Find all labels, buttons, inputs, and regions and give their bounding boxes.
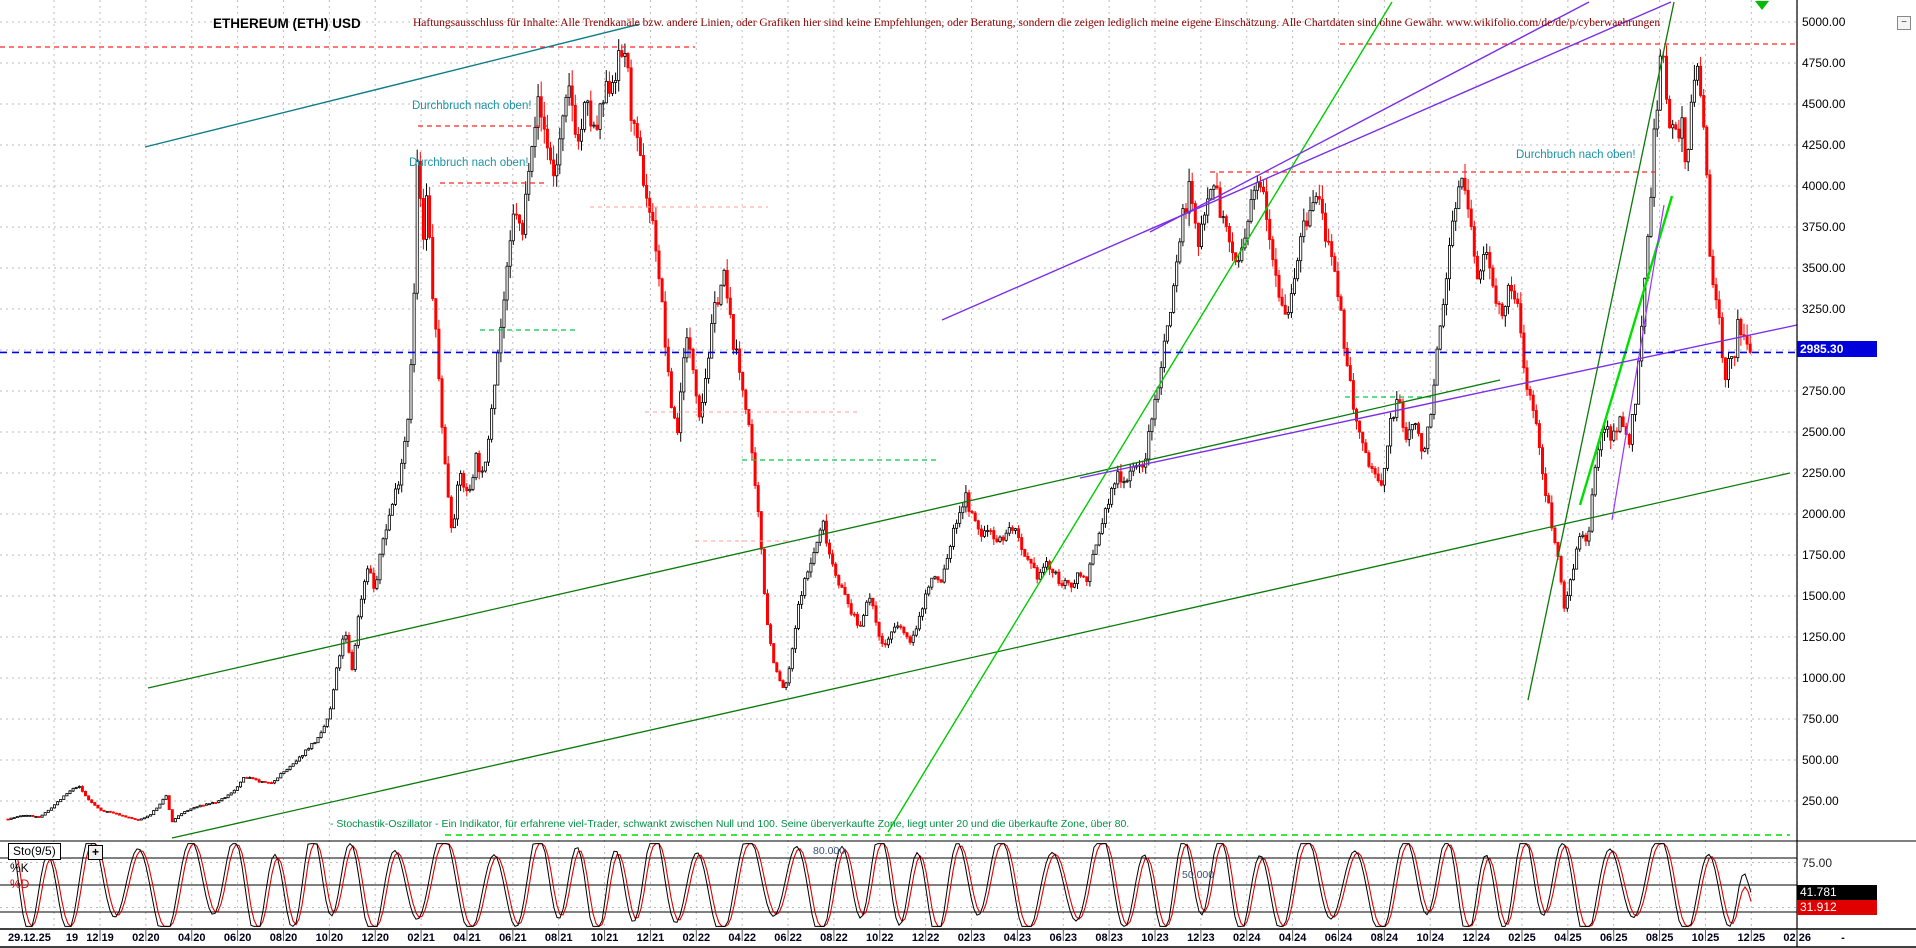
price-axis-label: 1500.00: [1802, 589, 1846, 603]
time-axis-label: 04 21: [453, 932, 481, 944]
time-axis-label: 06 20: [223, 932, 252, 944]
price-axis-label: 2000.00: [1802, 507, 1846, 521]
time-axis-label: 06 25: [1599, 932, 1628, 944]
price-axis-label: 1750.00: [1802, 548, 1846, 562]
time-axis-label: 12 24: [1462, 932, 1490, 944]
price-axis-label: 4000.00: [1802, 179, 1846, 193]
time-axis-label: 04 23: [1003, 932, 1032, 944]
price-axis-label: 750.00: [1802, 712, 1839, 726]
collapse-axis-button[interactable]: −: [1897, 16, 1911, 30]
time-axis-label: 12 19: [86, 932, 114, 944]
time-axis-label: 06 24: [1324, 932, 1353, 944]
time-axis-label: 12 22: [911, 932, 940, 944]
price-axis-label: 500.00: [1802, 753, 1839, 767]
price-axis-label: 3750.00: [1802, 220, 1846, 234]
time-axis-label: 10 22: [866, 932, 894, 944]
time-axis-label: 02 22: [682, 932, 711, 944]
indicator-name-button[interactable]: Sto(9/5): [8, 843, 61, 860]
time-axis-label: 10 20: [315, 932, 344, 944]
time-axis-label: 12 23: [1187, 932, 1215, 944]
time-axis-label: 08 22: [820, 932, 848, 944]
time-axis-label: 08 20: [269, 932, 298, 944]
time-axis-label: 08 25: [1645, 932, 1674, 944]
time-axis-label: 10 24: [1416, 932, 1444, 944]
annotation-breakout-1: Durchbruch nach oben!: [412, 100, 532, 112]
time-axis-label: 10 25: [1691, 932, 1720, 944]
time-axis-label: 02 26: [1783, 932, 1811, 944]
disclaimer-text: Haftungsausschluss für Inhalte: Alle Tre…: [413, 17, 1661, 29]
time-axis-label: 04 20: [177, 932, 206, 944]
time-axis-label: 08 24: [1370, 932, 1399, 944]
time-axis-label: 04 24: [1278, 932, 1307, 944]
price-axis-label: 2500.00: [1802, 425, 1846, 439]
time-axis-label: 02 20: [132, 932, 160, 944]
time-axis-label: 19: [65, 932, 79, 944]
price-axis-label: 1250.00: [1802, 630, 1846, 644]
time-axis-label: 10 23: [1141, 932, 1169, 944]
time-axis-label: -: [1841, 932, 1845, 944]
time-axis-label: 08 23: [1095, 932, 1123, 944]
add-indicator-button[interactable]: +: [88, 845, 103, 860]
time-axis-label: 06 22: [774, 932, 802, 944]
price-axis-label: 4250.00: [1802, 138, 1846, 152]
price-axis-label: 5000.00: [1802, 15, 1846, 29]
osc-level-50-label: 50.000: [1182, 869, 1215, 881]
price-axis-label: 4500.00: [1802, 97, 1846, 111]
osc-level-80-label: 80.000: [813, 845, 846, 857]
time-axis-label: 02 21: [407, 932, 435, 944]
annotation-breakout-3: Durchbruch nach oben!: [1516, 149, 1636, 161]
time-axis-label: 02 25: [1508, 932, 1536, 944]
stochastic-description: - Stochastik-Oszillator - Ein Indikator,…: [330, 818, 1130, 830]
price-axis-label: 3250.00: [1802, 302, 1846, 316]
time-axis-label: 10 21: [590, 932, 619, 944]
percent-d-value-badge: 31.912: [1797, 900, 1877, 915]
osc-axis-75-label: 75.00: [1802, 856, 1833, 870]
annotation-breakout-2: Durchbruch nach oben!: [409, 157, 529, 169]
percent-d-label: %D: [10, 877, 30, 891]
percent-k-label: %K: [10, 861, 29, 875]
chart-title: ETHEREUM (ETH) USD: [213, 16, 361, 31]
price-axis-label: 2250.00: [1802, 466, 1846, 480]
price-axis-label: 250.00: [1802, 794, 1839, 808]
percent-k-value-badge: 41.781: [1797, 885, 1877, 900]
time-axis-label: 04 25: [1554, 932, 1582, 944]
price-axis-label: 4750.00: [1802, 56, 1846, 70]
time-axis-label: 04 22: [728, 932, 756, 944]
time-axis-label: 06 21: [499, 932, 527, 944]
time-axis-label: 02 24: [1232, 932, 1261, 944]
time-axis-label: 12 25: [1737, 932, 1766, 944]
time-axis-label: 02 23: [957, 932, 986, 944]
price-axis-label: 3500.00: [1802, 261, 1846, 275]
time-axis-label: 12 20: [361, 932, 389, 944]
price-axis-label: 2750.00: [1802, 384, 1846, 398]
time-axis-label: 08 21: [544, 932, 573, 944]
current-price-badge: 2985.30: [1797, 341, 1877, 357]
price-axis-label: 1000.00: [1802, 671, 1846, 685]
time-axis-label: 29.12.25: [8, 932, 51, 944]
time-axis-label: 06 23: [1049, 932, 1078, 944]
time-axis-label: 12 21: [636, 932, 665, 944]
